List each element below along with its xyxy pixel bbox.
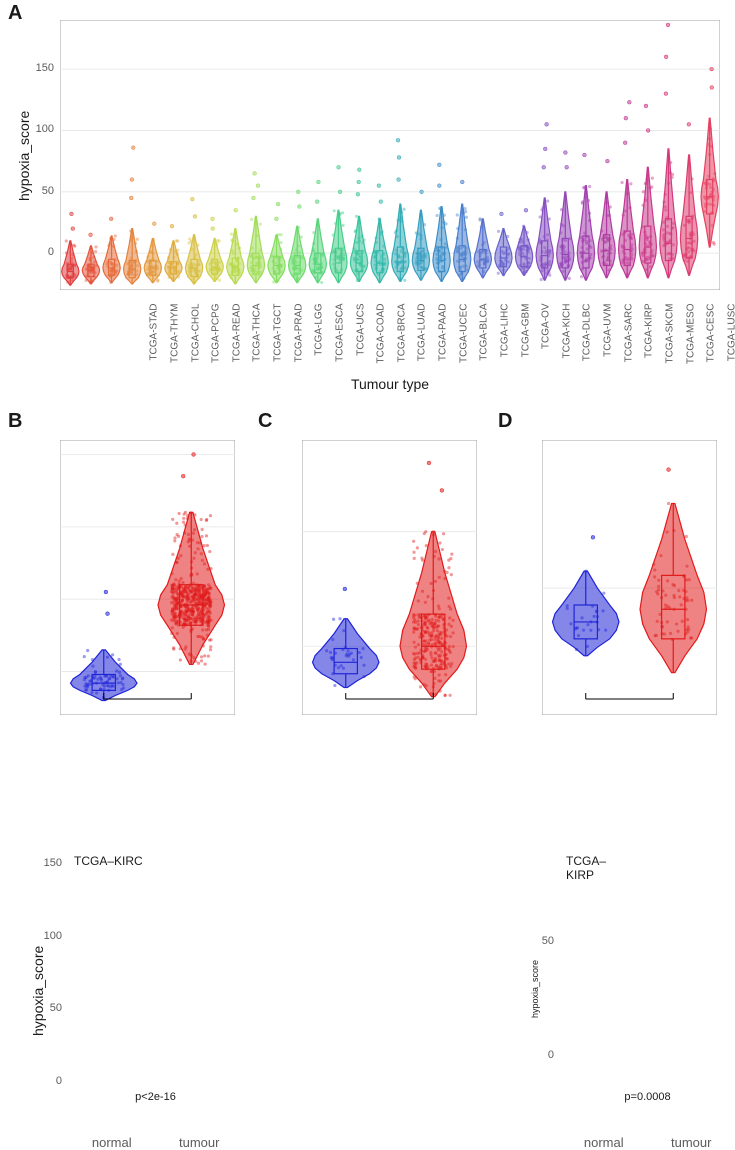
panel-d-letter: D [498,410,512,433]
x-tick-label: TCGA-PAAD [438,304,449,384]
y-tick-label: 150 [32,857,62,869]
x-tick-label: TCGA-THCA [252,304,263,384]
y-tick-label: 0 [32,1075,62,1087]
x-tick-label: TCGA-CHOL [190,304,201,384]
panel-c-pvalue: p=0.0008 [560,1091,735,1103]
x-tick-label: TCGA-TGCT [273,304,284,384]
panel-b-plot-svg [60,440,235,715]
x-tick-label: TCGA-LUAD [417,304,428,384]
x-tick-label: normal [584,1135,624,1150]
x-tick-label: TCGA-GBM [520,304,531,384]
panel-c-letter: C [258,410,272,433]
x-tick-label: TCGA-BLCA [479,304,490,384]
y-tick-label: 150 [24,62,54,74]
x-tick-label: TCGA-OV [541,304,552,384]
panel-b-title: TCGA–KIRC [74,854,143,868]
x-tick-label: TCGA-KICH [561,304,572,384]
panel-a-letter: A [8,2,22,25]
panel-d: D 0 TCGA–KICH hypoxia_score p=0.03 norma… [498,410,728,770]
x-tick-label: TCGA-CESC [706,304,717,384]
x-tick-label: TCGA-PRAD [293,304,304,384]
x-tick-label: TCGA-ESCA [334,304,345,384]
x-tick-label: TCGA-PCPG [211,304,222,384]
figure-root: A 050100150 TCGA-STADTCGA-THYMTCGA-CHOLT… [0,0,735,780]
y-tick-label: 100 [32,930,62,942]
x-tick-label: TCGA-KIRP [644,304,655,384]
panel-a-x-label: Tumour type [60,376,720,392]
panel-b: B 050100150 TCGA–KIRC hypoxia_score p<2e… [8,410,248,770]
panel-d-plot-svg [542,440,717,715]
panel-c-plot-svg [302,440,477,715]
x-tick-label: TCGA-READ [231,304,242,384]
x-tick-label: TCGA-THYM [169,304,180,384]
panel-b-y-label: hypoxia_score [30,945,46,1035]
x-tick-label: TCGA-COAD [376,304,387,384]
x-tick-label: TCGA-UVM [603,304,614,384]
x-tick-label: TCGA-UCS [355,304,366,384]
x-tick-label: TCGA-STAD [149,304,160,384]
panel-c: C 050 TCGA–KIRP hypoxia_score p=0.0008 n… [258,410,488,770]
panel-a: A 050100150 TCGA-STADTCGA-THYMTCGA-CHOLT… [0,0,735,395]
x-tick-label: TCGA-MESO [685,304,696,384]
x-tick-label: TCGA-SKCM [664,304,675,384]
panel-b-letter: B [8,410,22,433]
x-tick-label: TCGA-BRCA [396,304,407,384]
panel-c-y-label: hypoxia_score [530,959,540,1017]
x-tick-label: tumour [671,1135,711,1150]
x-tick-label: TCGA-LUSC [726,304,735,384]
x-tick-label: TCGA-UCEC [458,304,469,384]
y-tick-label: 0 [24,246,54,258]
y-tick-label: 50 [524,935,554,947]
panel-b-pvalue: p<2e-16 [68,1091,243,1103]
x-tick-label: tumour [179,1135,219,1150]
y-tick-label: 0 [524,1049,554,1061]
x-tick-label: TCGA-SARC [623,304,634,384]
x-tick-label: normal [92,1135,132,1150]
x-tick-label: TCGA-LGG [314,304,325,384]
x-tick-label: TCGA-DLBC [582,304,593,384]
panel-c-title: TCGA–KIRP [566,854,606,882]
panel-a-plot-svg [60,20,720,290]
x-tick-label: TCGA-LIHC [499,304,510,384]
panel-a-y-label: hypoxia_score [16,111,32,201]
